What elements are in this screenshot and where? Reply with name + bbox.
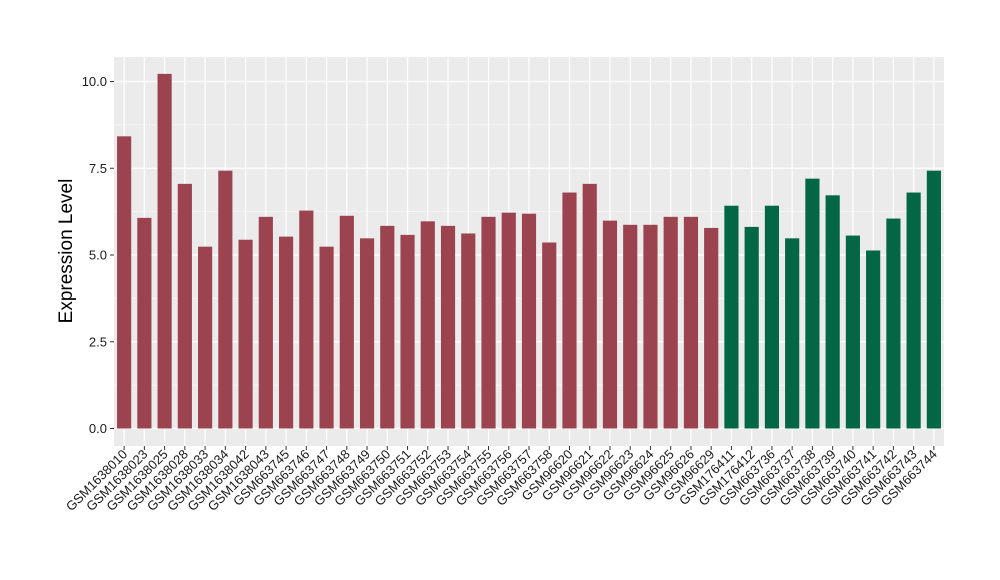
bar-GSM176412 [744,226,759,429]
bar-GSM663743 [906,192,921,429]
bar-GSM1638043 [258,216,273,429]
bar-GSM1638028 [177,183,192,429]
bar-GSM1638042 [238,239,253,429]
bar-GSM96622 [602,220,618,429]
bar-GSM663736 [764,205,780,429]
bar-GSM663737 [785,238,800,429]
y-axis-title: Expression Level [56,179,77,324]
bar-GSM663745 [278,236,294,429]
bars [117,73,941,429]
bar-GSM663741 [866,250,881,429]
bar-GSM663752 [420,221,435,429]
bar-GSM1638025 [157,73,172,429]
y-tick-label: 7.5 [89,161,107,176]
y-tick-label: 2.5 [89,334,107,349]
bar-GSM663756 [501,212,516,429]
bar-GSM663750 [380,225,395,429]
bar-GSM1638023 [137,217,152,429]
bar-GSM663758 [542,242,557,429]
bar-GSM96625 [663,216,678,429]
bar-GSM663738 [805,178,820,429]
y-tick-label: 5.0 [89,248,107,263]
bar-GSM663748 [339,215,354,429]
y-tick-label: 10.0 [82,74,107,89]
bar-GSM1638033 [198,246,213,429]
bar-GSM96626 [683,216,699,429]
y-tick-label: 0.0 [89,421,107,436]
bar-GSM663747 [319,246,334,429]
bar-GSM663755 [481,216,496,429]
bar-GSM663754 [461,233,476,429]
bar-GSM1638034 [218,170,233,429]
bar-GSM96629 [704,227,719,429]
bar-GSM96621 [582,183,597,429]
bar-GSM663740 [845,235,860,429]
x-axis: GSM1638010GSM1638023GSM1638025GSM1638028… [63,446,940,514]
bar-GSM663749 [359,238,375,429]
bar-GSM96624 [643,224,658,429]
y-axis: 0.0 2.5 5.0 7.5 10.0 [82,74,114,436]
bar-GSM663746 [299,210,314,429]
bar-GSM663739 [825,195,840,429]
bar-GSM176411 [724,205,739,429]
bar-GSM663744 [926,170,941,429]
bar-GSM663742 [886,218,901,429]
bar-GSM663757 [521,213,537,429]
bar-GSM663753 [440,225,456,429]
bar-GSM96620 [562,192,577,429]
bar-GSM663751 [400,234,415,429]
bar-GSM96623 [623,224,638,429]
bar-GSM1638010 [117,136,132,429]
